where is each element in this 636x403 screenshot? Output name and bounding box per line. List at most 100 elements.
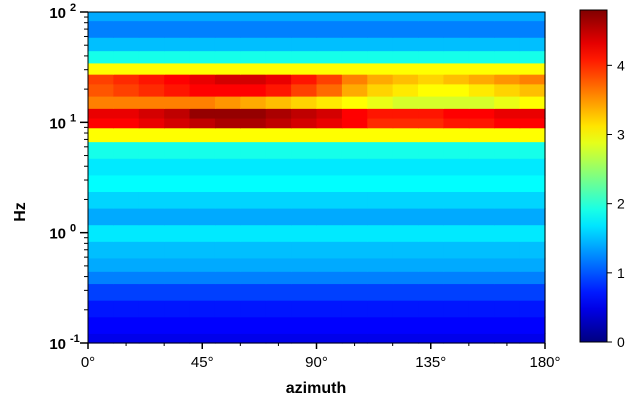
heatmap-cell (367, 37, 394, 52)
heatmap-cell (138, 174, 165, 192)
heatmap-cell (341, 12, 368, 22)
heatmap-cell (443, 117, 470, 129)
heatmap-cell (341, 127, 368, 143)
heatmap-cell (519, 108, 546, 119)
heatmap-cell (418, 191, 445, 209)
heatmap-cell (240, 62, 267, 75)
heatmap-cell (214, 117, 241, 129)
heatmap-cell (214, 224, 241, 242)
heatmap-cell (265, 316, 292, 334)
heatmap-cell (367, 20, 394, 38)
heatmap-cell (240, 333, 267, 344)
x-tick-label: 180° (529, 354, 560, 371)
heatmap-cell (418, 141, 445, 159)
heatmap-cell (316, 316, 343, 334)
heatmap-cell (468, 158, 495, 176)
heatmap-cell (418, 271, 445, 285)
heatmap-cell (494, 300, 521, 318)
heatmap-cell (418, 241, 445, 259)
heatmap-cell (367, 158, 394, 176)
heatmap-cell (519, 83, 546, 97)
heatmap-cell (240, 83, 267, 97)
heatmap-cell (164, 158, 191, 176)
heatmap-cell (240, 316, 267, 334)
heatmap-cell (214, 20, 241, 38)
heatmap-cell (367, 316, 394, 334)
heatmap-cell (494, 141, 521, 159)
heatmap-cell (392, 50, 419, 64)
heatmap-cell (468, 191, 495, 209)
heatmap-cell (468, 50, 495, 64)
heatmap-cell (88, 50, 114, 64)
heatmap-cell (418, 108, 445, 119)
heatmap-cell (189, 283, 216, 301)
heatmap-cell (214, 257, 241, 272)
heatmap-cell (392, 224, 419, 242)
heatmap-cell (113, 208, 140, 226)
heatmap-cell (240, 141, 267, 159)
heatmap-cell (392, 108, 419, 119)
heatmap-cell (113, 283, 140, 301)
heatmap-cell (316, 224, 343, 242)
heatmap-cell (189, 208, 216, 226)
heatmap-cell (113, 37, 140, 52)
heatmap-cell (341, 37, 368, 52)
heatmap-cell (392, 62, 419, 75)
heatmap-cell (367, 333, 394, 344)
heatmap-cell (392, 283, 419, 301)
heatmap-cell (468, 257, 495, 272)
heatmap-cell (468, 127, 495, 143)
heatmap-cell (113, 127, 140, 143)
heatmap-cell (341, 50, 368, 64)
heatmap-cell (367, 96, 394, 109)
heatmap-cell (418, 316, 445, 334)
heatmap-cell (265, 50, 292, 64)
heatmap-cell (468, 333, 495, 344)
heatmap-cell (341, 74, 368, 85)
heatmap-cell (88, 37, 114, 52)
heatmap-cell (164, 108, 191, 119)
heatmap-cell (494, 117, 521, 129)
heatmap-cell (214, 300, 241, 318)
heatmap-cell (164, 83, 191, 97)
heatmap-cell (164, 224, 191, 242)
heatmap-cell (519, 241, 546, 259)
heatmap-cell (341, 208, 368, 226)
heatmap-cell (367, 127, 394, 143)
heatmap-cell (113, 108, 140, 119)
heatmap-cell (291, 300, 318, 318)
heatmap-cell (494, 316, 521, 334)
heatmap-cell (341, 300, 368, 318)
heatmap-cell (468, 208, 495, 226)
heatmap-cell (341, 62, 368, 75)
heatmap-cell (138, 127, 165, 143)
heatmap-cell (88, 117, 114, 129)
heatmap-cell (214, 241, 241, 259)
heatmap-cell (265, 257, 292, 272)
heatmap-cell (519, 283, 546, 301)
heatmap-cell (418, 20, 445, 38)
heatmap-cell (265, 83, 292, 97)
heatmap-cell (291, 96, 318, 109)
heatmap-cell (291, 333, 318, 344)
heatmap-cell (214, 37, 241, 52)
heatmap-cell (392, 316, 419, 334)
heatmap-cell (88, 316, 114, 334)
heatmap-cell (392, 208, 419, 226)
heatmap-cell (113, 174, 140, 192)
y-tick-label: 10 (49, 115, 66, 132)
heatmap-cell (265, 224, 292, 242)
heatmap-cell (367, 62, 394, 75)
colorbar-tick-label: 3 (617, 127, 625, 143)
heatmap-cell (113, 62, 140, 75)
heatmap-cell (214, 74, 241, 85)
heatmap-cell (291, 50, 318, 64)
colorbar-tick-label: 0 (617, 334, 625, 350)
y-tick-label: 10 (49, 226, 66, 243)
heatmap-cell (189, 257, 216, 272)
heatmap-cell (138, 50, 165, 64)
heatmap-cell (189, 300, 216, 318)
colorbar-tick-label: 1 (617, 265, 625, 281)
heatmap-cell (164, 271, 191, 285)
heatmap-cell (418, 257, 445, 272)
